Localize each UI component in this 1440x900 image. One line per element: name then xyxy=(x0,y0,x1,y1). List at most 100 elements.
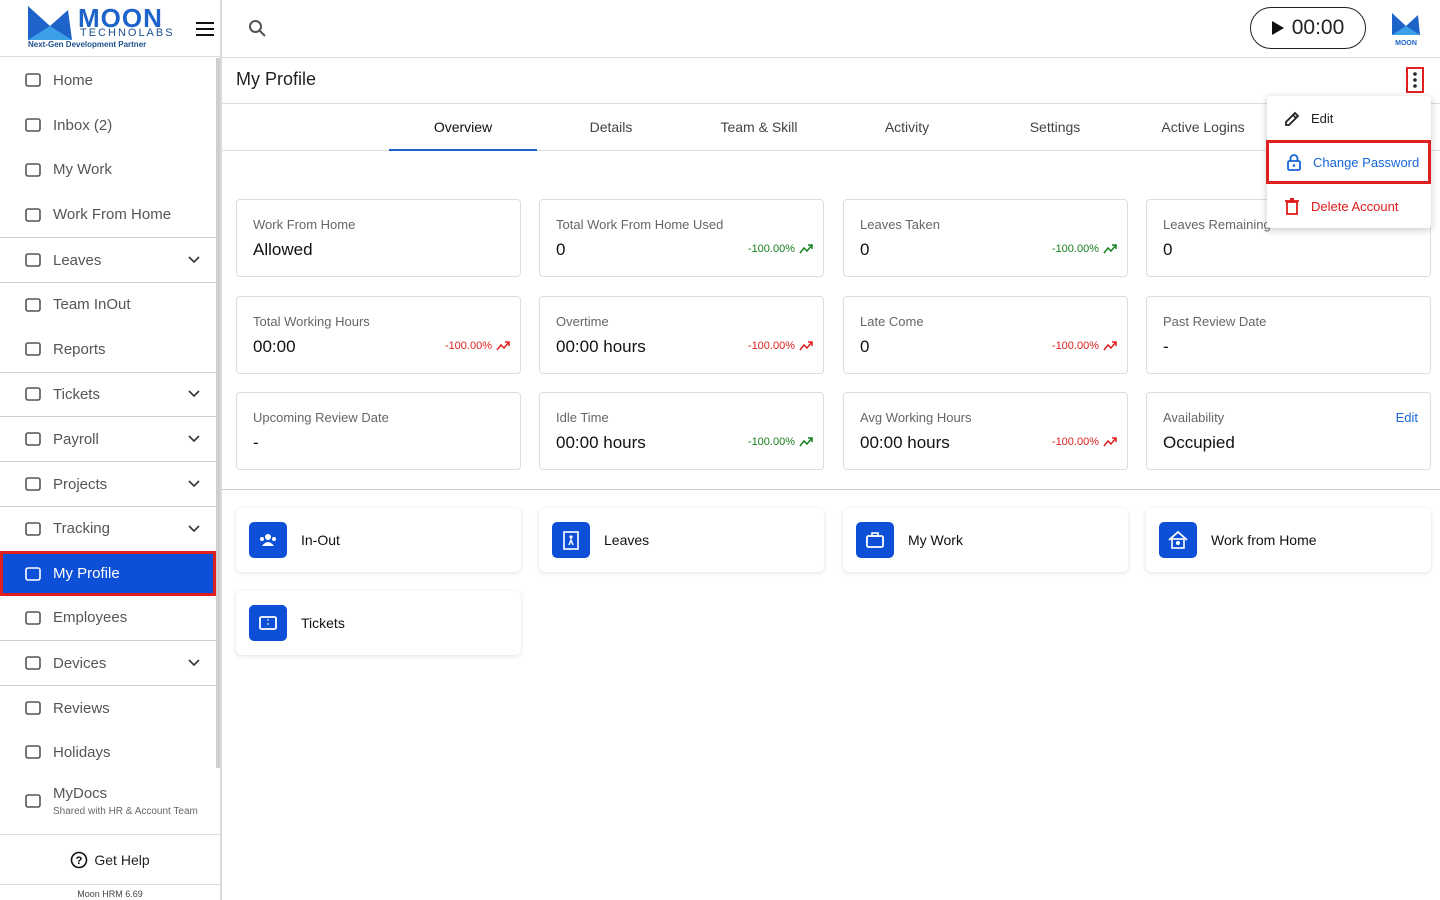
nav-item[interactable]: Employees xyxy=(0,596,216,641)
tab[interactable]: Overview xyxy=(389,104,537,151)
stat-card: Total Working Hours 00:00 -100.00% xyxy=(236,296,521,374)
stat-value: - xyxy=(1163,337,1169,356)
nav-item[interactable]: Work From Home xyxy=(0,192,216,237)
nav-icon xyxy=(25,611,41,625)
nav-item[interactable]: Leaves xyxy=(0,237,216,282)
stat-change: -100.00% xyxy=(748,435,813,448)
avatar[interactable]: MOON xyxy=(1392,13,1420,47)
nav-item[interactable]: My Profile xyxy=(0,550,216,596)
shortcut[interactable]: Tickets xyxy=(236,591,521,655)
nav-text: Tickets xyxy=(53,386,100,403)
trend-icon xyxy=(1103,341,1117,351)
shortcut[interactable]: In-Out xyxy=(236,508,521,572)
tab[interactable]: Details xyxy=(589,119,633,135)
help-button[interactable]: ? Get Help xyxy=(0,834,220,885)
top-bar: 00:00 MOON xyxy=(222,0,1440,58)
version: Moon HRM 6.69 xyxy=(77,889,143,899)
shortcut-glyph xyxy=(563,531,579,550)
menu-toggle[interactable] xyxy=(196,21,216,37)
stat-card: Availability Occupied Edit xyxy=(1146,392,1431,470)
shortcut-glyph xyxy=(866,532,884,548)
nav-label: Holidays xyxy=(53,743,111,761)
change-text: -100.00% xyxy=(747,339,795,352)
search-icon[interactable] xyxy=(248,19,268,39)
nav-item[interactable]: Reviews xyxy=(0,685,216,730)
shortcut[interactable]: Leaves xyxy=(539,508,824,572)
shortcut-icon xyxy=(1159,522,1197,558)
nav-icon xyxy=(25,118,41,132)
shortcut[interactable]: Work from Home xyxy=(1146,508,1431,572)
nav-label: Devices xyxy=(53,654,107,672)
nav-item[interactable]: Team InOut xyxy=(0,281,216,327)
change-text: -100.00% xyxy=(747,242,795,255)
tab[interactable]: Team & Skill xyxy=(720,119,798,135)
tab[interactable]: Activity xyxy=(884,119,930,135)
sidebar: MOON TECHNOLABS Next-Gen Development Par… xyxy=(0,0,222,900)
stat-label: Total Work From Home Used xyxy=(556,217,724,232)
nav-label: Tracking xyxy=(53,520,110,538)
nav-label: Home xyxy=(53,71,94,89)
profile-menu: Edit Change Password Delete Account xyxy=(1266,96,1431,228)
nav-icon xyxy=(25,387,41,402)
logo-sub: TECHNOLABS xyxy=(80,27,175,39)
menu-item[interactable]: Change Password xyxy=(1266,140,1431,184)
more-button[interactable] xyxy=(1406,67,1424,93)
stat-value: 00:00 hours xyxy=(556,433,646,452)
shortcut-icon xyxy=(856,522,894,558)
stat-label: Idle Time xyxy=(556,410,609,425)
nav-item[interactable]: Tracking xyxy=(0,505,216,551)
nav-item[interactable]: Devices xyxy=(0,640,216,685)
change-text: -100.00% xyxy=(1051,242,1099,255)
nav-label: Tickets xyxy=(53,385,100,403)
nav-item[interactable]: Tickets xyxy=(0,371,216,417)
chevron xyxy=(188,480,200,488)
kebab-icon xyxy=(1413,72,1417,88)
nav-item[interactable]: Inbox (2) xyxy=(0,103,216,148)
menu-item[interactable]: Edit xyxy=(1267,96,1431,140)
play-icon xyxy=(1271,21,1284,35)
shortcut-glyph xyxy=(1168,530,1188,549)
nav-text: MyDocs Shared with HR & Account Team xyxy=(53,785,198,817)
svg-text:?: ? xyxy=(76,855,83,867)
stat-card: Upcoming Review Date - xyxy=(236,392,521,470)
shortcut-icon xyxy=(249,522,287,558)
stat-label: Past Review Date xyxy=(1163,314,1267,329)
nav-icon xyxy=(25,745,41,760)
nav-label: Work From Home xyxy=(53,206,172,224)
nav-text: Home xyxy=(53,72,93,89)
stat-label: Overtime xyxy=(556,314,609,329)
nav-item[interactable]: Holidays xyxy=(0,730,216,775)
trend-icon xyxy=(1103,244,1117,254)
stat-card: Total Work From Home Used 0 -100.00% xyxy=(539,199,824,277)
shortcut-label: In-Out xyxy=(301,532,340,548)
nav-item[interactable]: Reports xyxy=(0,327,216,372)
change-text: -100.00% xyxy=(444,339,492,352)
divider xyxy=(222,489,1440,490)
tab[interactable]: Settings xyxy=(1029,119,1081,135)
nav-label: MyDocs xyxy=(53,784,108,802)
stat-label: Late Come xyxy=(860,314,924,329)
nav-text: My Work xyxy=(53,161,112,178)
nav-text: Tracking xyxy=(53,520,110,537)
shortcut[interactable]: My Work xyxy=(843,508,1128,572)
stat-value: 0 xyxy=(860,337,870,356)
shortcut-glyph xyxy=(260,534,276,546)
nav-item[interactable]: Home xyxy=(0,58,216,103)
stat-label: Availability xyxy=(1163,410,1225,425)
stat-action[interactable]: Edit xyxy=(1395,410,1418,425)
nav-label: Leaves xyxy=(53,251,102,269)
nav-icon xyxy=(25,432,41,447)
nav-icon xyxy=(25,207,41,222)
shortcut-glyph xyxy=(259,616,277,630)
nav-item[interactable]: My Work xyxy=(0,148,216,193)
nav-item[interactable]: MyDocs Shared with HR & Account Team xyxy=(0,775,216,827)
nav-item[interactable]: Projects xyxy=(0,461,216,506)
tab[interactable]: Active Logins xyxy=(1161,119,1245,135)
nav-text: Employees xyxy=(53,609,127,626)
shortcut-icon xyxy=(249,605,287,641)
menu-item[interactable]: Delete Account xyxy=(1267,184,1431,228)
nav-text: My Profile xyxy=(53,565,120,582)
timer-button[interactable]: 00:00 xyxy=(1250,7,1366,49)
nav-item[interactable]: Payroll xyxy=(0,416,216,461)
stat-label: Upcoming Review Date xyxy=(253,410,389,425)
